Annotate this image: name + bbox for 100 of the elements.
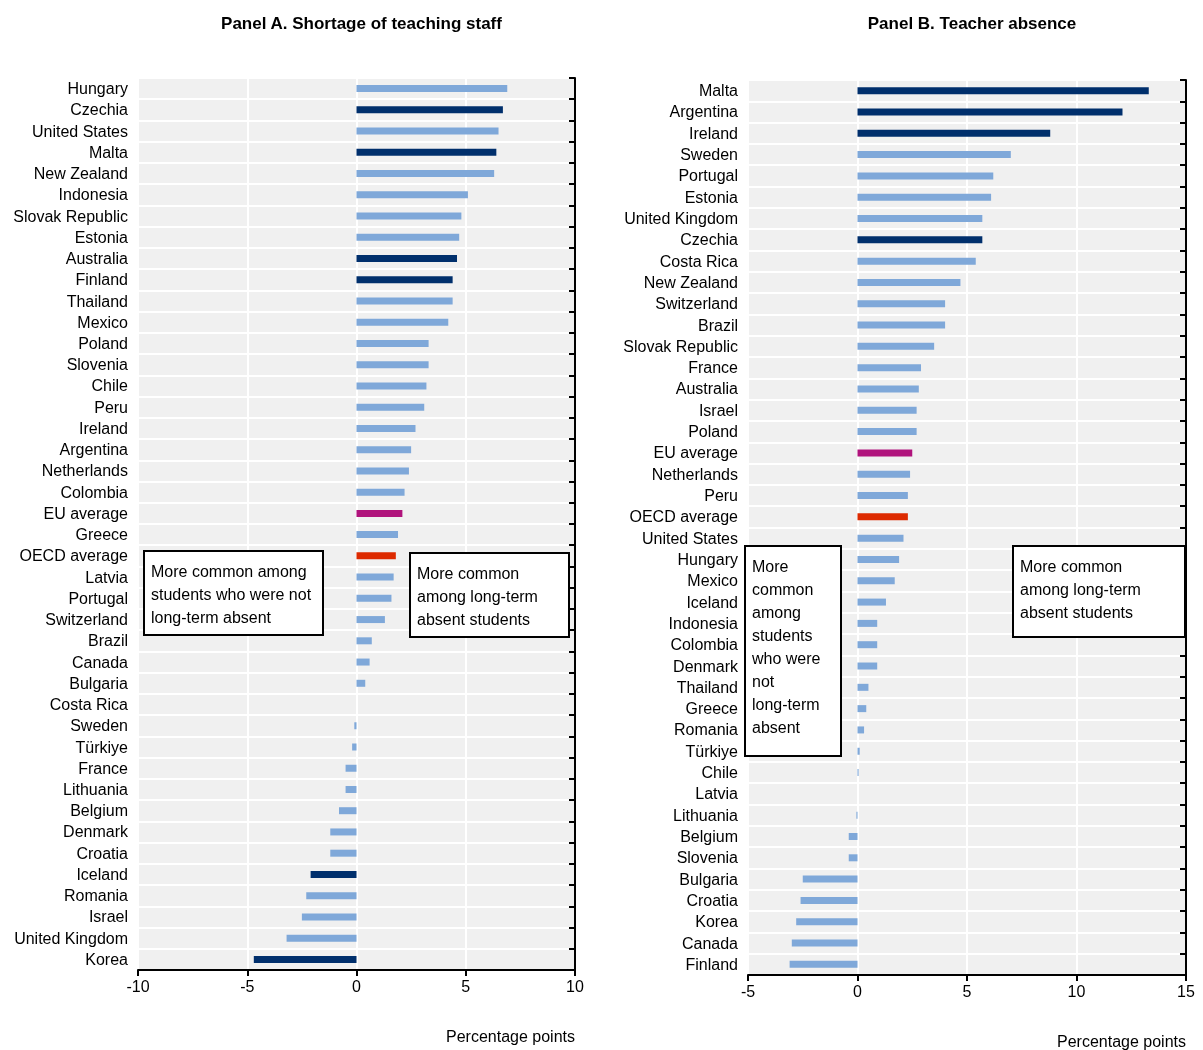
y-tick-label: Poland — [688, 423, 738, 441]
bar — [356, 233, 460, 241]
y-tick-label: Denmark — [673, 657, 739, 675]
bar — [857, 598, 886, 606]
y-tick-label: Brazil — [697, 316, 738, 334]
bar — [857, 129, 1051, 137]
y-tick-label: Poland — [78, 334, 128, 352]
y-tick-label: Costa Rica — [49, 696, 129, 714]
bar — [791, 939, 858, 947]
y-tick-label: Chile — [701, 764, 739, 782]
y-tick-label: United States — [641, 529, 738, 547]
bar — [848, 854, 858, 862]
bar — [356, 85, 508, 93]
y-tick-label: Slovenia — [66, 356, 129, 374]
y-tick-label: Brazil — [87, 632, 128, 650]
y-tick-label: Colombia — [670, 636, 739, 654]
bar — [857, 577, 895, 585]
bar — [356, 552, 396, 560]
y-tick-label: Türkiye — [685, 742, 739, 760]
y-tick-label: Australia — [675, 380, 739, 398]
y-tick-label: Thailand — [66, 292, 128, 310]
bar — [356, 403, 425, 411]
bar — [286, 934, 357, 942]
y-tick-label: Estonia — [74, 228, 129, 246]
bar — [857, 513, 908, 521]
chart-title: Panel A. Shortage of teaching staff — [221, 14, 503, 33]
y-tick-label: Romania — [673, 721, 739, 739]
x-tick-label: 0 — [853, 982, 863, 1000]
y-tick-label: Switzerland — [655, 295, 738, 313]
y-tick-label: Israel — [698, 401, 738, 419]
x-tick-label: -5 — [740, 982, 756, 1000]
bar — [857, 747, 860, 755]
bar — [301, 913, 357, 921]
bar — [345, 785, 357, 793]
y-tick-label: Latvia — [695, 785, 739, 803]
x-axis-title: Percentage points — [446, 1027, 575, 1045]
bar — [857, 555, 900, 563]
y-tick-label: Estonia — [684, 188, 739, 206]
y-tick-label: Türkiye — [75, 738, 129, 756]
bar — [356, 679, 366, 687]
x-tick-label: -10 — [126, 977, 150, 995]
x-tick-label: 5 — [461, 977, 471, 995]
y-tick-label: Chile — [91, 377, 129, 395]
bar — [857, 470, 911, 478]
bar — [356, 297, 453, 305]
bar — [857, 662, 878, 670]
y-tick-label: OECD average — [629, 508, 739, 526]
x-tick-label: 10 — [566, 977, 584, 995]
y-tick-label: Greece — [75, 526, 129, 544]
bar — [356, 446, 412, 454]
x-tick-label: 0 — [352, 977, 362, 995]
y-tick-label: Czechia — [680, 231, 739, 249]
bar — [796, 918, 858, 926]
bar — [857, 449, 913, 457]
y-tick-label: Finland — [685, 955, 738, 973]
y-tick-label: Mexico — [77, 313, 129, 331]
bar — [857, 641, 878, 649]
bar — [802, 875, 858, 883]
y-tick-label: France — [688, 359, 739, 377]
y-tick-label: Hungary — [677, 550, 738, 568]
bar — [857, 87, 1149, 95]
bar — [356, 573, 394, 581]
bar — [857, 492, 908, 500]
bar — [356, 191, 468, 199]
y-tick-label: Argentina — [59, 441, 129, 459]
bar — [356, 488, 405, 496]
bar — [857, 726, 865, 734]
y-tick-label: Latvia — [85, 568, 129, 586]
y-tick-label: Colombia — [60, 483, 129, 501]
y-tick-label: Hungary — [67, 80, 128, 98]
y-tick-label: Netherlands — [651, 465, 738, 483]
y-tick-label: Malta — [88, 143, 129, 161]
y-tick-label: United Kingdom — [624, 210, 738, 228]
bar — [310, 870, 357, 878]
y-tick-label: Peru — [704, 487, 738, 505]
bar — [857, 342, 935, 350]
bar — [857, 151, 1011, 159]
bar — [356, 616, 385, 624]
y-tick-label: New Zealand — [33, 165, 128, 183]
y-tick-label: Slovenia — [676, 849, 739, 867]
bar — [356, 424, 416, 432]
y-tick-label: Argentina — [669, 103, 739, 121]
y-tick-label: Sweden — [680, 146, 738, 164]
bar — [330, 828, 357, 836]
y-tick-label: EU average — [43, 504, 129, 522]
annotation: More common among long-term absent students — [417, 565, 543, 628]
bar — [356, 509, 403, 517]
y-tick-label: Thailand — [676, 678, 738, 696]
bar — [789, 960, 858, 968]
bar — [330, 849, 357, 857]
annotation: More common among students who were not long-term absent — [151, 563, 316, 626]
y-tick-label: Slovak Republic — [13, 207, 128, 225]
bar — [857, 321, 946, 329]
y-tick-label: United States — [31, 122, 128, 140]
y-tick-label: Sweden — [70, 717, 128, 735]
bar — [857, 257, 976, 265]
bar — [857, 300, 946, 308]
y-tick-label: Czechia — [70, 101, 129, 119]
bar — [356, 212, 462, 220]
bar — [356, 467, 409, 475]
